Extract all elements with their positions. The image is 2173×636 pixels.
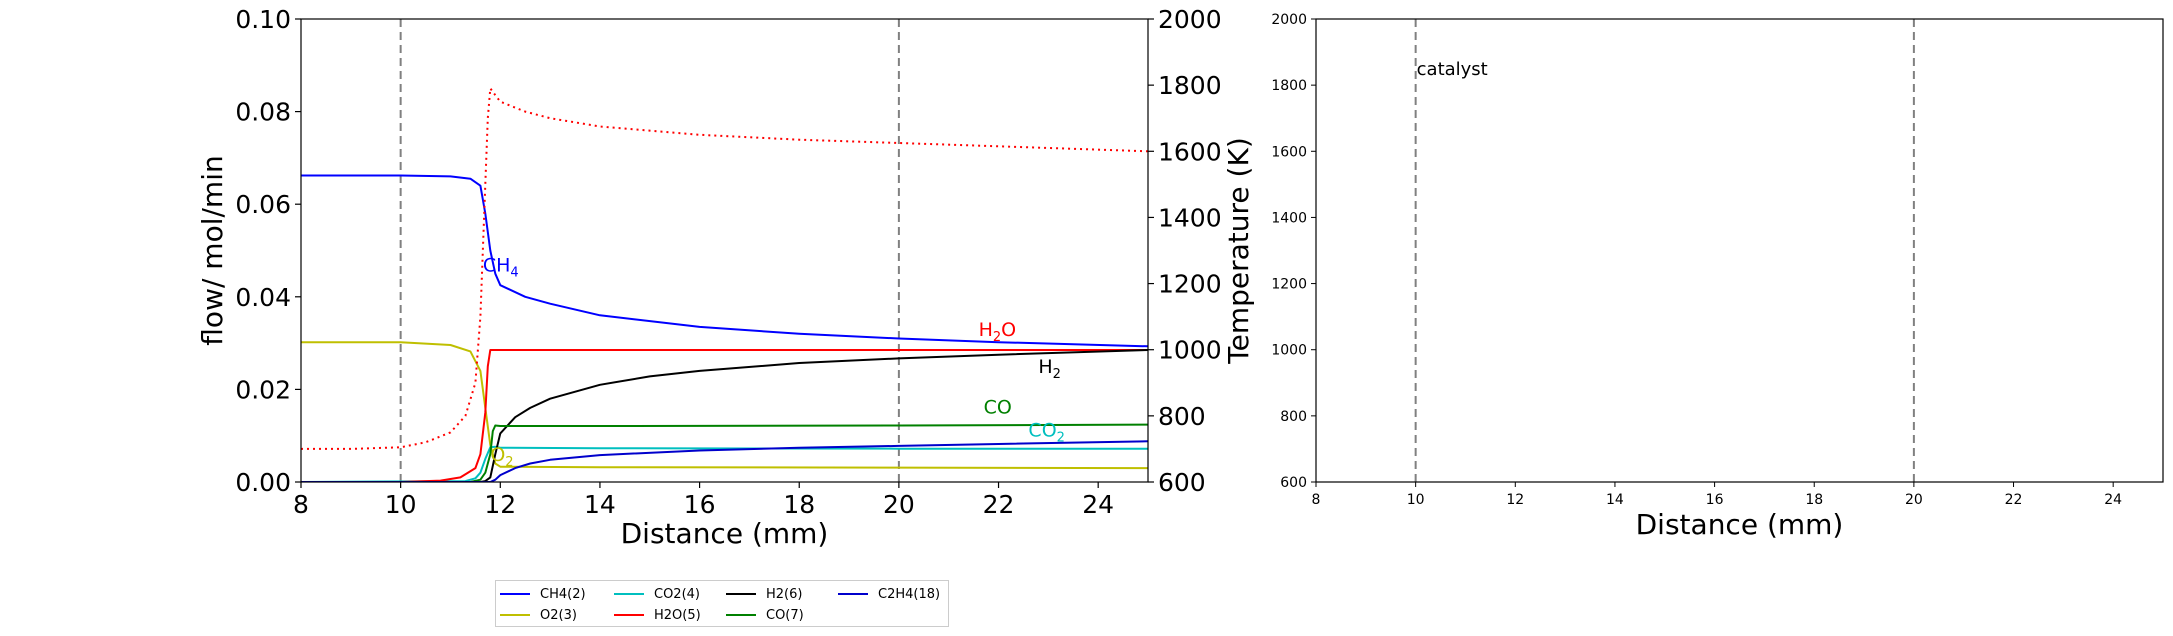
catalyst-label: catalyst bbox=[1417, 59, 1488, 80]
series-line-ch4-2 bbox=[301, 174, 1148, 348]
x-tick-label: 10 bbox=[385, 490, 417, 519]
legend-item-o2-3: O2(3) bbox=[500, 606, 577, 624]
chart-legend: CH4(2) O2(3) CO2(4) H2O(5) H2(6) CO(7) C2H4(18… bbox=[495, 580, 949, 627]
legend-item-co-7: CO(7) bbox=[726, 606, 804, 624]
legend-label: C2H4(18) bbox=[878, 586, 941, 602]
y-tick-label: 1000 bbox=[1271, 343, 1307, 359]
y2-tick-label: 1400 bbox=[1158, 203, 1222, 232]
y2-tick-label: 2000 bbox=[1158, 5, 1222, 34]
y2-tick-label: 1200 bbox=[1158, 270, 1222, 299]
legend-item-co2-4: CO2(4) bbox=[614, 585, 700, 603]
y-tick-label: 600 bbox=[1280, 475, 1307, 491]
series-line-h2o-5 bbox=[301, 349, 1148, 482]
plot-frame bbox=[300, 18, 1149, 483]
y2-tick-label: 1000 bbox=[1158, 336, 1222, 365]
y-tick-label: 1200 bbox=[1271, 277, 1307, 293]
legend-label: O2(3) bbox=[540, 607, 577, 623]
legend-swatch bbox=[500, 593, 530, 595]
x-tick-label: 12 bbox=[484, 490, 516, 519]
y2-axis-label: Temperature (K) bbox=[1222, 137, 1255, 364]
legend-swatch bbox=[726, 593, 756, 595]
y-tick-label: 0.04 bbox=[235, 283, 291, 312]
series-line-co-7 bbox=[301, 423, 1148, 482]
x-tick-label: 8 bbox=[1312, 492, 1321, 508]
x-tick-label: 10 bbox=[1407, 492, 1425, 508]
flow-chart: 8 10 12 14 16 18 20 22 24 0.00 0.02 0.04 0.06 0.08 0.1… bbox=[196, 5, 1255, 550]
series-line-h2-6 bbox=[301, 349, 1148, 482]
y-tick-label: 0.02 bbox=[235, 375, 291, 404]
y2-tick-label: 600 bbox=[1158, 468, 1206, 497]
species-annotation: CO bbox=[984, 396, 1012, 418]
y-tick-label: 1600 bbox=[1271, 144, 1307, 160]
y-tick-label: 0.08 bbox=[235, 98, 291, 127]
series-line-co2-4 bbox=[301, 445, 1148, 482]
y-tick-label: 0.00 bbox=[235, 468, 291, 497]
legend-label: CH4(2) bbox=[540, 586, 586, 602]
y-tick-label: 1400 bbox=[1271, 210, 1307, 226]
x-tick-label: 8 bbox=[293, 490, 309, 519]
species-annotation: O2 bbox=[490, 444, 513, 470]
y2-tick-label: 1800 bbox=[1158, 71, 1222, 100]
legend-label: CO2(4) bbox=[654, 586, 700, 602]
legend-swatch bbox=[838, 593, 868, 595]
legend-item-ch4-2: CH4(2) bbox=[500, 585, 586, 603]
legend-item-h2-6: H2(6) bbox=[726, 585, 802, 603]
x-tick-label: 12 bbox=[1506, 492, 1524, 508]
x-tick-label: 14 bbox=[584, 490, 616, 519]
y-tick-label: 800 bbox=[1280, 409, 1307, 425]
x-tick-label: 14 bbox=[1606, 492, 1624, 508]
x-tick-label: 22 bbox=[983, 490, 1015, 519]
species-annotation: H2O bbox=[979, 319, 1017, 345]
series-line-temperature bbox=[301, 87, 1148, 450]
x-tick-label: 18 bbox=[1805, 492, 1823, 508]
x-tick-label: 22 bbox=[2005, 492, 2023, 508]
legend-swatch bbox=[500, 614, 530, 616]
x-tick-label: 24 bbox=[1082, 490, 1114, 519]
x-tick-label: 16 bbox=[1706, 492, 1724, 508]
x-axis-label: Distance (mm) bbox=[1636, 508, 1844, 541]
legend-swatch bbox=[614, 593, 644, 595]
x-tick-label: 20 bbox=[883, 490, 915, 519]
x-tick-label: 20 bbox=[1905, 492, 1923, 508]
x-tick-label: 24 bbox=[2104, 492, 2122, 508]
series-line-o2-3 bbox=[301, 341, 1148, 470]
y-tick-label: 0.10 bbox=[235, 5, 291, 34]
x-axis-label: Distance (mm) bbox=[621, 517, 829, 550]
y-tick-label: 0.06 bbox=[235, 190, 291, 219]
y-axis-label: flow/ mol/min bbox=[196, 155, 229, 345]
species-annotation: CH4 bbox=[483, 254, 519, 280]
legend-item-c2h4-18: C2H4(18) bbox=[838, 585, 940, 603]
species-annotation: H2 bbox=[1038, 356, 1061, 382]
plot-frame bbox=[1315, 18, 2164, 483]
legend-label: H2(6) bbox=[766, 586, 803, 602]
temperature-chart: 8 10 12 14 16 18 20 22 24 600 800 1000 1200 1400 1600 1… bbox=[1271, 12, 2164, 541]
legend-label: H2O(5) bbox=[654, 607, 701, 623]
legend-swatch bbox=[614, 614, 644, 616]
legend-swatch bbox=[726, 614, 756, 616]
legend-label: CO(7) bbox=[766, 607, 804, 623]
y-tick-label: 1800 bbox=[1271, 78, 1307, 94]
y2-tick-label: 1600 bbox=[1158, 137, 1222, 166]
legend-item-h2o-5: H2O(5) bbox=[614, 606, 701, 624]
species-annotation: CO2 bbox=[1028, 420, 1065, 446]
x-tick-label: 16 bbox=[684, 490, 716, 519]
y-tick-label: 2000 bbox=[1271, 12, 1307, 28]
series-line-c2h4-18 bbox=[301, 440, 1148, 482]
y2-tick-label: 800 bbox=[1158, 402, 1206, 431]
x-tick-label: 18 bbox=[783, 490, 815, 519]
